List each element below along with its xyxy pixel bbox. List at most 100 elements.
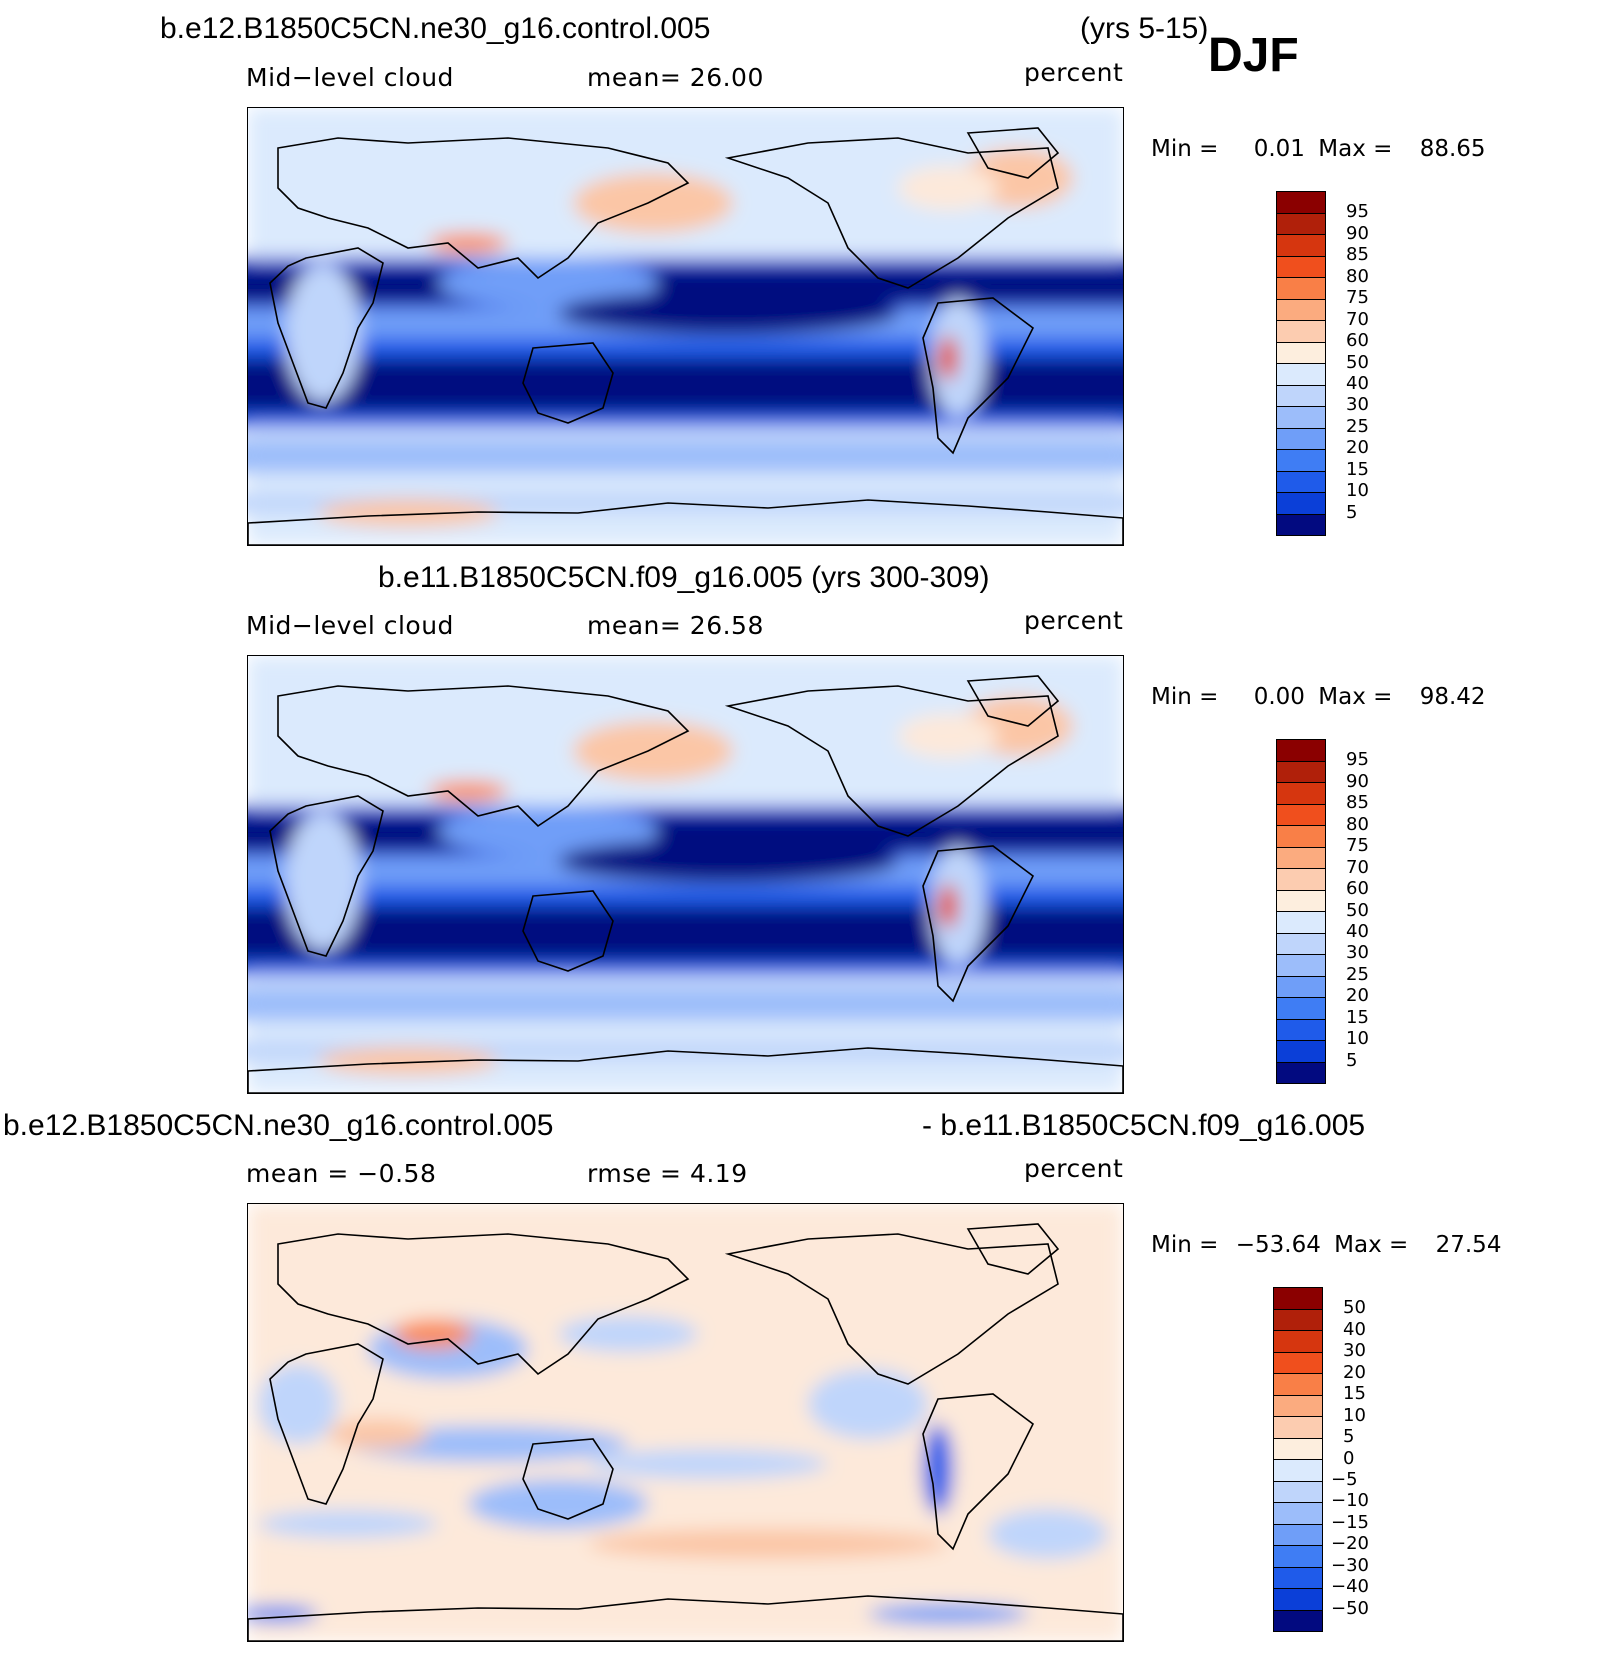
colorbar-cell [1277, 514, 1325, 535]
colorbar-cell [1274, 1331, 1322, 1353]
colorbar-tick-label: 50 [1346, 351, 1369, 373]
colorbar-cell [1277, 998, 1325, 1020]
panel-top-years: (yrs 5-15) [1080, 12, 1209, 45]
colorbar-tick-label: 80 [1346, 813, 1369, 835]
colorbar-cell [1274, 1438, 1322, 1460]
colorbar-tick-label: 75 [1346, 835, 1369, 857]
colorbar-tick-label: 40 [1346, 372, 1369, 394]
coastline-africa [269, 1343, 384, 1505]
colorbar-cell [1277, 450, 1325, 472]
colorbar-cell [1274, 1567, 1322, 1589]
colorbar-tick-label: 60 [1346, 878, 1369, 900]
colorbar-tick-label: 5 [1346, 501, 1358, 523]
panel-middle-mean: mean= 26.58 [587, 611, 764, 640]
colorbar-tick-label: 15 [1346, 1006, 1369, 1028]
colorbar-cell [1277, 299, 1325, 321]
colorbar-tick-label: 50 [1343, 1297, 1366, 1319]
colorbar-cell [1277, 428, 1325, 450]
coastline-eurasia [277, 685, 690, 828]
colorbar-tick-label: 25 [1346, 963, 1369, 985]
colorbar-cell [1277, 256, 1325, 278]
panel-bottom-rmse: rmse = 4.19 [587, 1159, 748, 1188]
panel-bottom-mean: mean = −0.58 [246, 1159, 437, 1188]
colorbar-tick-label: 40 [1343, 1318, 1366, 1340]
max-label: Max = [1334, 1232, 1409, 1258]
colorbar-tick-label: −10 [1331, 1490, 1369, 1512]
colorbar-tick-label: 30 [1343, 1340, 1366, 1362]
colorbar-tick-label: 20 [1346, 437, 1369, 459]
colorbar-cell [1274, 1524, 1322, 1546]
max-value: 88.65 [1419, 136, 1486, 162]
colorbar-cell [1277, 192, 1325, 214]
coastline-samerica [922, 1393, 1035, 1551]
coastline-africa [269, 795, 384, 957]
panel-bottom-minmax: Min = −53.64 Max = 27.54 [1151, 1232, 1501, 1258]
colorbar-cell [1277, 955, 1325, 977]
colorbar-cell [1274, 1481, 1322, 1503]
min-value: −53.64 [1235, 1232, 1321, 1258]
colorbar-cell [1277, 933, 1325, 955]
coastline-antarctica [248, 1047, 1123, 1093]
colorbar-tick-label: 60 [1346, 330, 1369, 352]
colorbar-cell [1277, 213, 1325, 235]
colorbar-cell [1277, 890, 1325, 912]
panel-top-units: percent [1024, 58, 1124, 87]
colorbar-tick-label: 80 [1346, 265, 1369, 287]
max-value: 27.54 [1435, 1232, 1502, 1258]
colorbar-middle: 95 90 85 80 75 70 60 50 40 30 25 20 15 10 5 [1276, 739, 1369, 1084]
colorbar-cell [1277, 976, 1325, 998]
coastline-namerica [724, 137, 1059, 289]
coastline-antarctica [248, 499, 1123, 545]
coastline-greenland [966, 127, 1060, 179]
colorbar-cell [1277, 1041, 1325, 1063]
colorbar-cell [1274, 1460, 1322, 1482]
panel-top-minmax: Min = 0.01 Max = 88.65 [1151, 136, 1486, 162]
min-value: 0.01 [1253, 136, 1305, 162]
colorbar-cell [1277, 407, 1325, 429]
map-panel-bottom [247, 1203, 1124, 1642]
panel-middle-minmax: Min = 0.00 Max = 98.42 [1151, 684, 1486, 710]
colorbar-tick-label: −30 [1331, 1554, 1369, 1576]
coastline-australia [522, 890, 614, 972]
coastline-australia [522, 342, 614, 424]
colorbar-cell [1274, 1309, 1322, 1331]
colorbar-tick-label: 10 [1346, 480, 1369, 502]
panel-top-mean: mean= 26.00 [587, 63, 764, 92]
panel-middle-units: percent [1024, 606, 1124, 635]
coastline-namerica [724, 1233, 1059, 1385]
season-label: DJF [1208, 29, 1299, 82]
colorbar-tick-label: 20 [1343, 1361, 1366, 1383]
colorbar-box [1273, 1287, 1323, 1632]
min-label: Min = [1151, 1232, 1219, 1258]
colorbar-tick-label: −15 [1331, 1511, 1369, 1533]
colorbar-cell [1274, 1352, 1322, 1374]
colorbar-cell [1274, 1610, 1322, 1631]
map-svg [248, 108, 1123, 545]
coastlines [248, 1223, 1123, 1641]
colorbar-tick-label: −5 [1331, 1468, 1358, 1490]
colorbar-cell [1274, 1417, 1322, 1439]
coastlines [248, 127, 1123, 545]
colorbar-tick-label: 90 [1346, 222, 1369, 244]
colorbar-top: 95 90 85 80 75 70 60 50 40 30 25 20 15 10 5 [1276, 191, 1369, 536]
map-panel-top [247, 107, 1124, 546]
colorbar-cell [1277, 321, 1325, 343]
colorbar-cell [1274, 1589, 1322, 1611]
colorbar-tick-label: 5 [1346, 1049, 1358, 1071]
colorbar-cell [1277, 278, 1325, 300]
colorbar-bottom: 50 40 30 20 15 10 5 0 −5 −10 −15 −20 −30 −40 −50 [1273, 1287, 1369, 1632]
colorbar-tick-label: −50 [1331, 1597, 1369, 1619]
colorbar-box [1276, 739, 1326, 1084]
coastline-samerica [922, 297, 1035, 455]
colorbar-tick-label: 10 [1346, 1028, 1369, 1050]
colorbar-tick-label: 10 [1343, 1404, 1366, 1426]
cloud-field [248, 1204, 1123, 1641]
colorbar-cell [1277, 826, 1325, 848]
panel-bottom-title-right: - b.e11.B1850C5CN.f09_g16.005 [922, 1109, 1366, 1142]
colorbar-tick-label: 25 [1346, 415, 1369, 437]
colorbar-cell [1277, 1019, 1325, 1041]
colorbar-cell [1277, 912, 1325, 934]
colorbar-cell [1277, 847, 1325, 869]
cloud-field [248, 656, 1123, 1093]
colorbar-tick-label: 30 [1346, 394, 1369, 416]
